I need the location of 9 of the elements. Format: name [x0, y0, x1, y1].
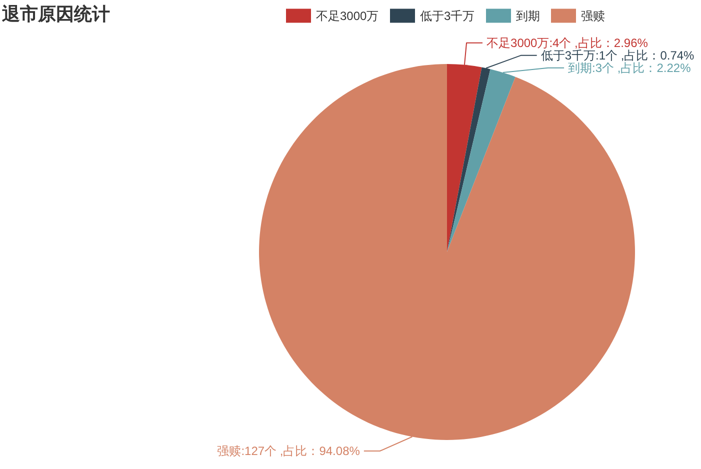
data-label: 低于3千万:1个 ,占比：0.74% — [540, 48, 695, 62]
legend-label: 强赎 — [581, 8, 605, 23]
data-label: 到期:3个 ,占比：2.22% — [568, 60, 692, 75]
legend-label: 到期 — [516, 8, 540, 23]
legend-label: 不足3000万 — [316, 8, 379, 23]
text: 退市原因统计 — [1, 4, 110, 24]
legend-label: 低于3千万 — [420, 8, 475, 23]
data-label: 不足3000万:4个 ,占比：2.96% — [486, 36, 648, 50]
data-label: 强赎:127个 ,占比：94.08% — [217, 444, 360, 458]
